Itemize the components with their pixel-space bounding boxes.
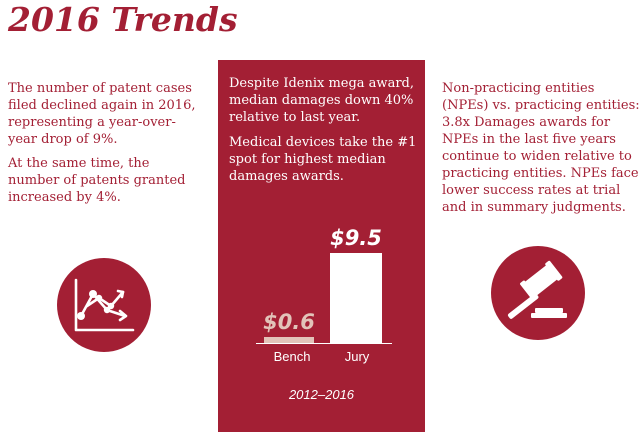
left-paragraph-2: At the same time, the number of patents … [8, 156, 186, 205]
bench-value-label: $0.6 [263, 310, 315, 334]
gavel-icon [491, 246, 585, 340]
damages-text: Despite Idenix mega award, median damage… [229, 75, 421, 185]
line-chart-icon [57, 258, 151, 352]
bench-bar [264, 337, 314, 343]
jury-bar [330, 253, 382, 343]
jury-value-label: $9.5 [330, 226, 382, 250]
damages-panel: Despite Idenix mega award, median damage… [218, 60, 425, 432]
left-column: The number of patent cases filed decline… [8, 80, 204, 206]
center-paragraph-1: Despite Idenix mega award, median damage… [229, 76, 414, 125]
period-label: 2012–2016 [288, 387, 355, 402]
left-paragraph-1: The number of patent cases filed decline… [8, 81, 196, 147]
page-title: 2016 Trends [8, 0, 238, 39]
bench-label: Bench [273, 349, 311, 364]
right-paragraph-1: Non-practicing entities (NPEs) vs. pract… [442, 81, 640, 215]
jury-label: Jury [344, 349, 370, 364]
center-paragraph-2: Medical devices take the #1 spot for hig… [229, 135, 417, 184]
chart-baseline [256, 343, 392, 344]
right-column: Non-practicing entities (NPEs) vs. pract… [442, 80, 640, 216]
